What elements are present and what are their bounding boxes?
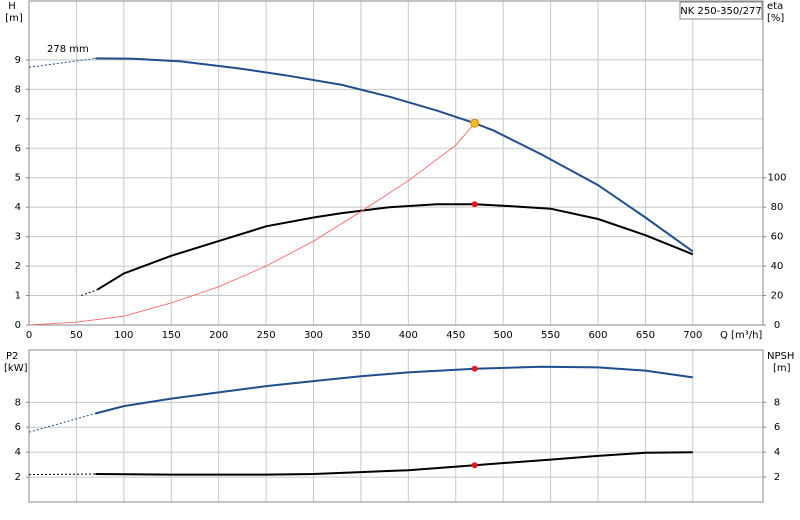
x-tick-label: 650	[636, 330, 655, 341]
y-tick-label: 5	[15, 173, 21, 184]
y2-label: NPSH	[767, 351, 794, 362]
operating-point	[471, 201, 478, 208]
x-tick-label: 50	[70, 330, 83, 341]
operating-point	[471, 365, 478, 372]
series-line	[96, 203, 694, 291]
y2-tick-label: 0	[774, 320, 780, 331]
x-tick-label: 200	[209, 330, 228, 341]
series-line	[95, 365, 693, 415]
y-unit: [kW]	[4, 363, 28, 374]
chart-title: NK 250-350/277	[680, 6, 761, 17]
y2-tick-label: 2	[774, 472, 780, 483]
y2-tick-label: 6	[774, 422, 780, 433]
plot-frame	[28, 349, 764, 503]
y2-tick-label: 8	[774, 397, 780, 408]
x-tick-label: 500	[494, 330, 513, 341]
y2-tick-label: 40	[771, 261, 784, 272]
y-tick-label: 8	[15, 84, 21, 95]
x-tick-label: 700	[683, 330, 702, 341]
y2-tick-label: 4	[774, 447, 780, 458]
y-tick-label: 8	[15, 397, 21, 408]
y2-unit: [m]	[773, 363, 791, 374]
x-tick-label: 100	[114, 330, 133, 341]
x-tick-label: 350	[351, 330, 370, 341]
x-tick-label: 0	[26, 330, 32, 341]
y-tick-label: 3	[15, 232, 21, 243]
operating-point	[471, 462, 478, 469]
series-line	[95, 451, 693, 476]
y-tick-label: 6	[15, 422, 21, 433]
y2-tick-label: 60	[771, 232, 784, 243]
operating-point	[470, 118, 480, 128]
y-tick-label: 7	[15, 114, 21, 125]
annotation: 278 mm	[47, 44, 89, 55]
y2-tick-label: 80	[771, 202, 784, 213]
series-line	[28, 57, 96, 68]
x-tick-label: 550	[541, 330, 560, 341]
y-tick-label: 4	[15, 447, 21, 458]
x-tick-label: 600	[588, 330, 607, 341]
y-tick-label: 0	[15, 320, 21, 331]
y2-tick-label: 20	[771, 291, 784, 302]
x-tick-label: 300	[304, 330, 323, 341]
y-tick-label: 4	[15, 202, 21, 213]
y-tick-label: 9	[15, 55, 21, 66]
series-line	[81, 289, 98, 296]
plot-frame	[28, 0, 764, 326]
x-tick-label: 400	[399, 330, 418, 341]
y-tick-label: 2	[15, 472, 21, 483]
y-tick-label: 6	[15, 143, 21, 154]
y2-tick-label: 100	[767, 173, 786, 184]
y-label: P2	[6, 351, 18, 362]
x-tick-label: 150	[162, 330, 181, 341]
y-label: H	[8, 1, 16, 12]
series-line	[28, 413, 96, 433]
x-tick-label: 450	[446, 330, 465, 341]
x-label: Q [m³/h]	[720, 330, 762, 341]
y2-label: eta	[767, 1, 783, 12]
series-line	[95, 57, 694, 253]
y-tick-label: 1	[15, 291, 21, 302]
series-line	[28, 473, 96, 476]
title-box	[679, 1, 763, 20]
y-tick-label: 2	[15, 261, 21, 272]
y2-unit: [%]	[767, 13, 784, 24]
series-line	[28, 122, 476, 326]
y-unit: [m]	[5, 13, 23, 24]
x-tick-label: 250	[257, 330, 276, 341]
